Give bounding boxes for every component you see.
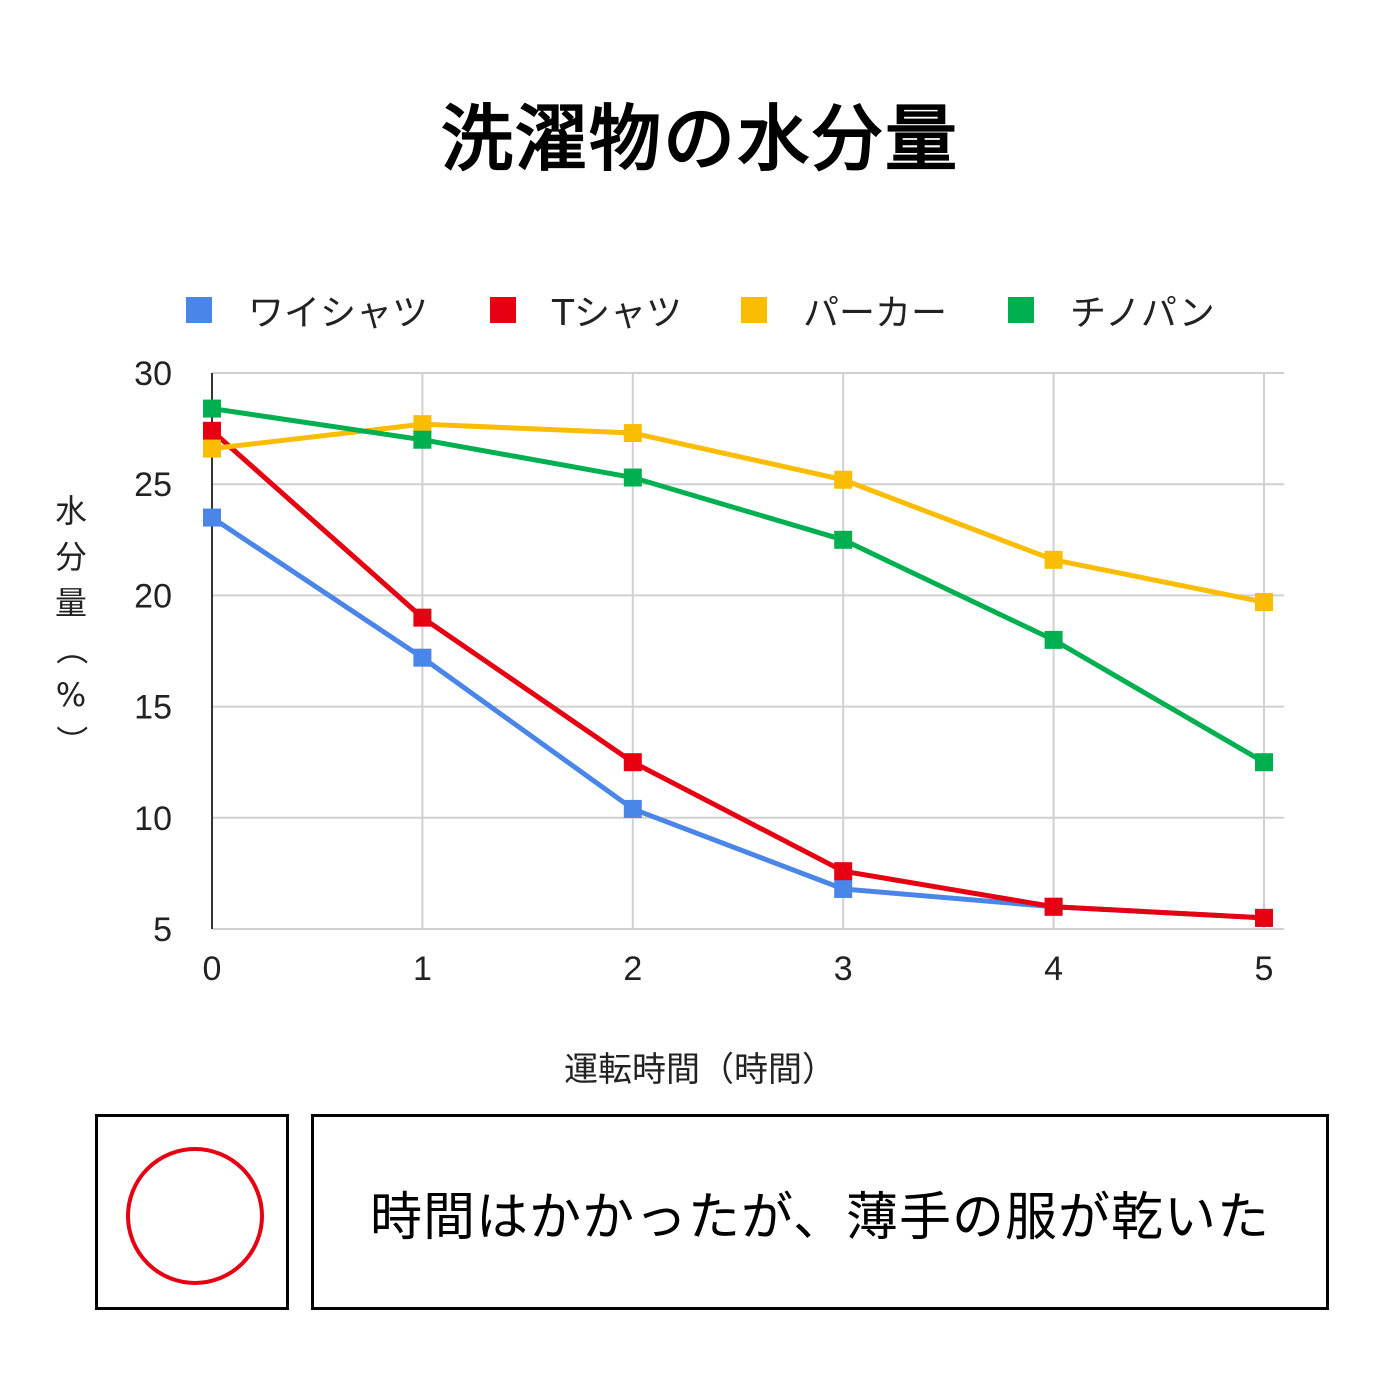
y-axis-label: 水分量（%） (48, 488, 94, 764)
data-point (623, 468, 642, 487)
x-tick-label: 0 (203, 950, 222, 988)
evaluation-mark-box (95, 1114, 289, 1310)
data-point (203, 439, 221, 458)
series-line (210, 515, 1265, 921)
circle-mark-icon (126, 1147, 264, 1285)
x-tick-label: 1 (413, 950, 432, 988)
comment-text: 時間はかかったが、薄手の服が乾いた (370, 1187, 1270, 1248)
data-point (1044, 550, 1063, 569)
y-tick-label: 30 (134, 355, 172, 393)
data-point (623, 753, 642, 772)
legend-item-2: Tシャツ (490, 280, 682, 340)
series-line (211, 406, 1266, 765)
data-point (834, 879, 853, 898)
chart-title: 洗濯物の水分量 (440, 97, 959, 181)
legend-swatch-1 (186, 297, 212, 323)
data-point (1255, 593, 1273, 612)
comment-box: 時間はかかったが、薄手の服が乾いた (311, 1114, 1329, 1310)
legend: ワイシャツ Tシャツ パーカー チノパン (0, 280, 1400, 340)
y-tick-label: 5 (153, 911, 172, 949)
legend-swatch-2 (490, 297, 516, 323)
x-tick-label: 5 (1255, 950, 1274, 988)
data-point (413, 608, 432, 627)
data-point (413, 430, 432, 449)
data-point (1044, 630, 1063, 649)
legend-swatch-3 (741, 297, 767, 323)
legend-swatch-4 (1008, 297, 1034, 323)
y-tick-label: 10 (134, 800, 172, 838)
legend-label-4: チノパン (1070, 293, 1215, 334)
data-point (1255, 753, 1273, 772)
legend-label-2: Tシャツ (552, 293, 682, 334)
data-point (203, 421, 221, 440)
legend-label-1: ワイシャツ (248, 293, 429, 334)
y-axis-label-char: % (55, 676, 87, 714)
data-point (623, 799, 642, 818)
data-point (413, 415, 432, 434)
y-axis-label-char: 量 (54, 584, 87, 622)
data-point (834, 862, 853, 881)
data-point (203, 508, 221, 527)
x-axis-label: 運転時間（時間） (564, 1050, 836, 1090)
y-tick-label: 15 (134, 689, 172, 727)
data-point (834, 530, 853, 549)
legend-item-4: チノパン (1008, 280, 1215, 340)
x-tick-label: 3 (834, 950, 853, 988)
series-line (211, 421, 1265, 605)
y-tick-label: 25 (134, 466, 172, 504)
data-point (1044, 897, 1063, 916)
y-axis-label-char: 水 (54, 492, 87, 530)
y-axis-label-char: 分 (54, 538, 87, 576)
x-tick-label: 2 (623, 950, 642, 988)
data-point (1255, 908, 1273, 927)
data-point (413, 648, 432, 667)
series-line (210, 428, 1265, 921)
line-chart: 5 10 15 20 25 30 0 1 2 3 4 5 (134, 355, 1284, 988)
legend-label-3: パーカー (803, 293, 948, 334)
legend-item-1: ワイシャツ (186, 280, 428, 340)
data-point (834, 470, 853, 489)
data-point (203, 399, 221, 418)
x-tick-label: 4 (1044, 950, 1063, 988)
data-point (623, 424, 642, 443)
legend-item-3: パーカー (741, 280, 947, 340)
y-tick-label: 20 (134, 577, 172, 615)
